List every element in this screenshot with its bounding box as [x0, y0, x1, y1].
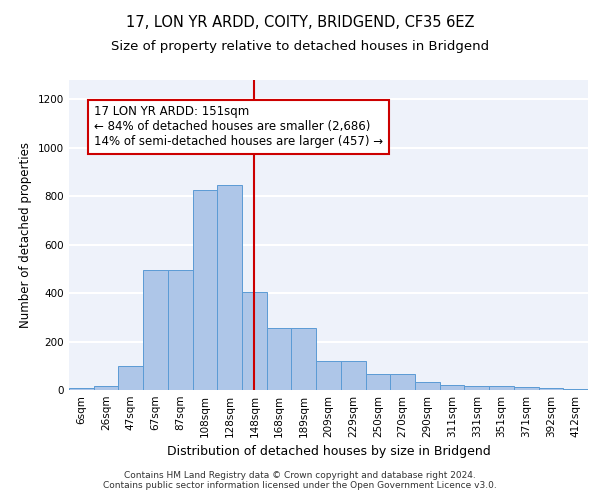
- Bar: [94, 386, 118, 390]
- Text: Contains HM Land Registry data © Crown copyright and database right 2024.
Contai: Contains HM Land Registry data © Crown c…: [103, 470, 497, 490]
- Bar: [217, 186, 242, 390]
- Text: 17 LON YR ARDD: 151sqm
← 84% of detached houses are smaller (2,686)
14% of semi-: 17 LON YR ARDD: 151sqm ← 84% of detached…: [94, 106, 383, 148]
- Bar: [143, 270, 168, 390]
- Bar: [118, 366, 143, 390]
- Bar: [267, 328, 292, 390]
- Text: 17, LON YR ARDD, COITY, BRIDGEND, CF35 6EZ: 17, LON YR ARDD, COITY, BRIDGEND, CF35 6…: [126, 15, 474, 30]
- Bar: [415, 382, 440, 390]
- Bar: [242, 292, 267, 390]
- Bar: [390, 374, 415, 390]
- Bar: [440, 384, 464, 390]
- Y-axis label: Number of detached properties: Number of detached properties: [19, 142, 32, 328]
- Bar: [168, 270, 193, 390]
- Bar: [69, 388, 94, 390]
- Bar: [563, 389, 588, 390]
- X-axis label: Distribution of detached houses by size in Bridgend: Distribution of detached houses by size …: [167, 446, 490, 458]
- Bar: [539, 388, 563, 390]
- Bar: [489, 386, 514, 390]
- Text: Size of property relative to detached houses in Bridgend: Size of property relative to detached ho…: [111, 40, 489, 53]
- Bar: [316, 361, 341, 390]
- Bar: [514, 387, 539, 390]
- Bar: [341, 361, 365, 390]
- Bar: [193, 190, 217, 390]
- Bar: [292, 328, 316, 390]
- Bar: [464, 386, 489, 390]
- Bar: [365, 374, 390, 390]
